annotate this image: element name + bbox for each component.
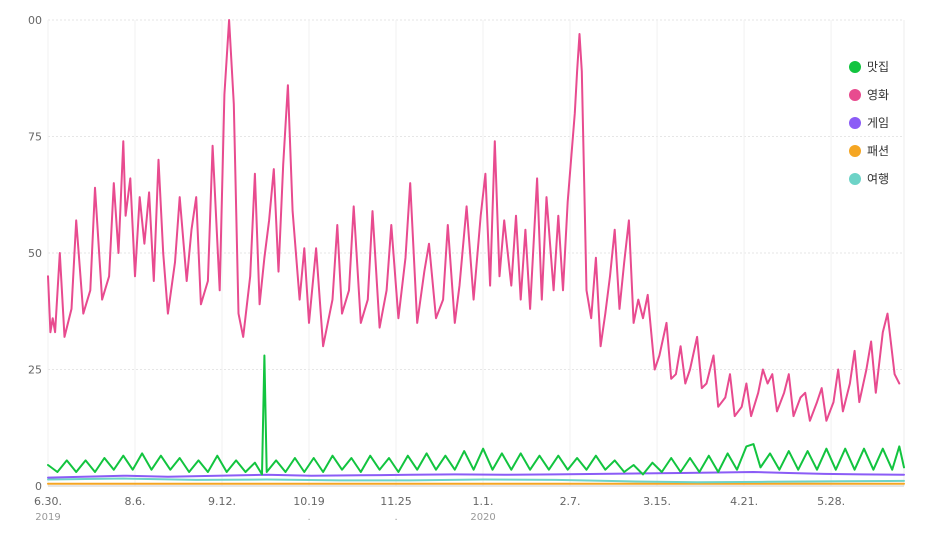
legend-label[interactable]: 패션 [867,144,889,158]
x-tick-sublabel: 2019 [35,512,60,523]
x-tick-label: 10.19 [293,495,325,508]
x-tick-label: 11.25 [380,495,412,508]
y-tick-label: 0 [35,480,42,493]
y-tick-label: 00 [28,14,42,27]
legend-label[interactable]: 맛집 [867,60,889,74]
x-tick-sublabel: . [394,512,397,523]
legend-marker[interactable] [849,145,861,157]
x-tick-label: 6.30. [34,495,62,508]
y-tick-label: 75 [28,131,42,144]
x-tick-label: 9.12. [208,495,236,508]
x-axis: 6.30. 2019 8.6. 9.12. 10.19. 11.25. 1.1. 2020 2.… [34,485,904,523]
series-line-0 [47,354,905,476]
series-line-1 [47,19,901,422]
legend-label[interactable]: 여행 [867,171,889,186]
x-tick-label: 8.6. [125,495,146,508]
series-line-4 [47,477,905,484]
y-tick-label: 25 [28,364,42,377]
legend-label[interactable]: 영화 [867,88,889,102]
x-tick-label: 4.21. [730,495,758,508]
x-tick-label: 2.7. [560,495,581,508]
series-lines [47,19,905,485]
legend-label[interactable]: 게임 [867,116,889,130]
x-tick-label: 1.1. [473,495,494,508]
legend-marker[interactable] [849,89,861,101]
x-tick-sublabel: 2020 [470,512,495,523]
legend-marker[interactable] [849,61,861,73]
legend-marker[interactable] [849,173,861,185]
y-tick-label: 50 [28,247,42,260]
x-tick-label: 5.28. [817,495,845,508]
x-tick-sublabel: . [307,512,310,523]
legend-marker[interactable] [849,117,861,129]
y-axis: 0 25 50 75 00 [28,14,42,493]
x-tick-label: 3.15. [643,495,671,508]
series-line-2 [47,471,905,479]
